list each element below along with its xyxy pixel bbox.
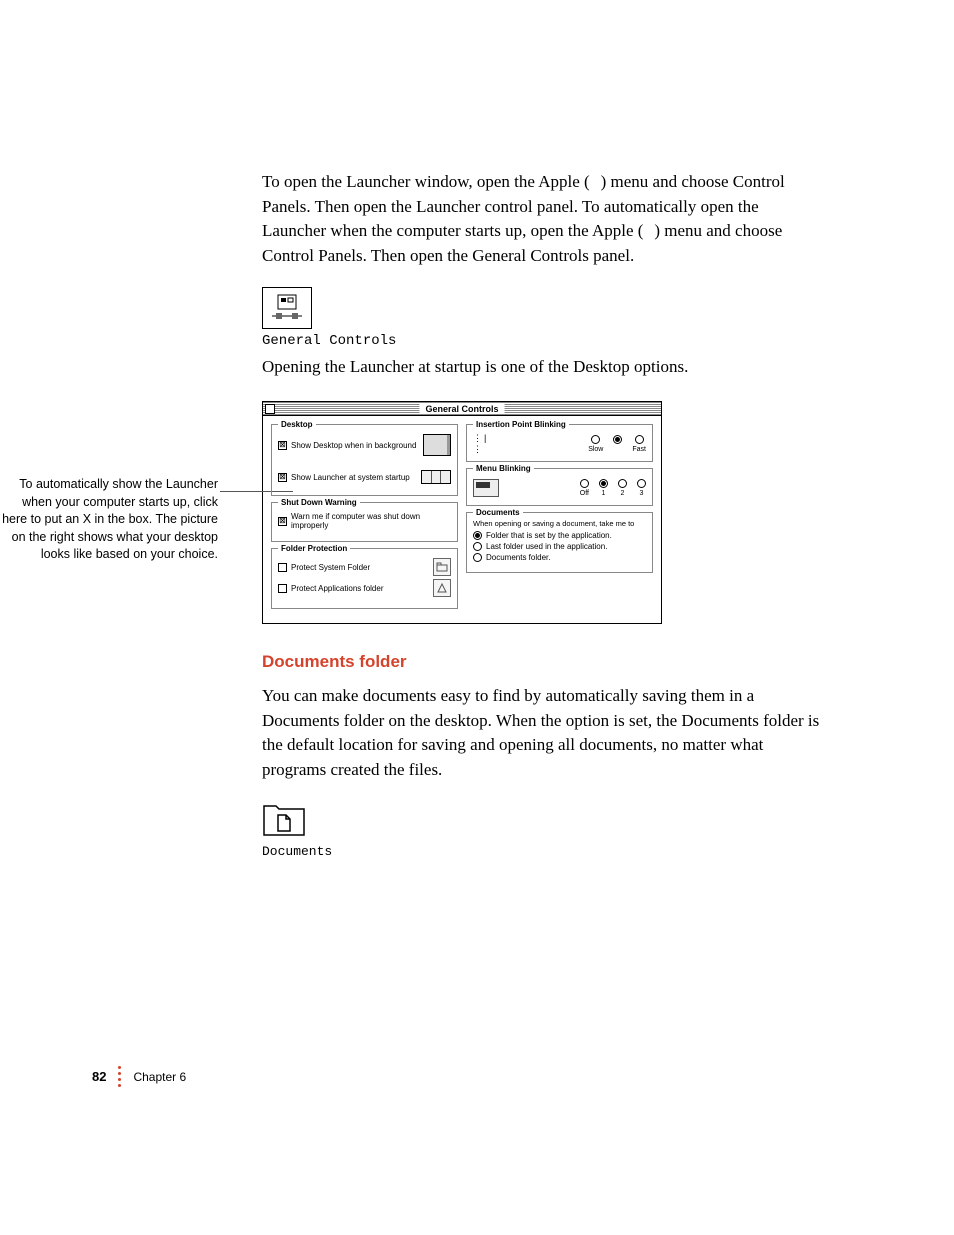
insertion-mid — [613, 435, 622, 453]
show-desktop-label: Show Desktop when in background — [291, 441, 416, 450]
insertion-fast: Fast — [632, 435, 646, 453]
protect-system-row: Protect System Folder — [278, 558, 451, 576]
insertion-mid-label — [617, 446, 619, 453]
general-controls-icon — [262, 287, 312, 329]
doc-opt3-row: Documents folder. — [473, 553, 646, 562]
panel-titlebar: General Controls — [263, 402, 661, 416]
insertion-radio-group: Slow Fast — [588, 435, 646, 453]
menu-3: 3 — [637, 479, 646, 497]
menu-off-radio[interactable] — [580, 479, 589, 488]
show-launcher-row: ⊠ Show Launcher at system startup — [278, 470, 451, 484]
menu-3-radio[interactable] — [637, 479, 646, 488]
blink-demo-icon: ⋮|⋮ — [473, 437, 495, 451]
menu-2-label: 2 — [621, 490, 625, 497]
chapter-label: Chapter 6 — [133, 1070, 186, 1084]
panel-title: General Controls — [419, 404, 504, 414]
documents-intro: When opening or saving a document, take … — [473, 519, 646, 528]
panel-wrapper: To automatically show the Launcher when … — [262, 401, 822, 624]
doc-opt3-label: Documents folder. — [486, 553, 550, 562]
doc-opt1-radio[interactable] — [473, 531, 482, 540]
documents-fieldset: Documents When opening or saving a docum… — [466, 512, 653, 573]
paragraph-1: To open the Launcher window, open the Ap… — [262, 170, 822, 269]
doc-opt1-row: Folder that is set by the application. — [473, 531, 646, 540]
folder-protection-legend: Folder Protection — [278, 544, 350, 553]
protect-system-checkbox[interactable] — [278, 563, 287, 572]
protect-apps-row: Protect Applications folder — [278, 579, 451, 597]
menu-blinking-row: Off 1 2 — [473, 479, 646, 497]
doc-opt1-label: Folder that is set by the application. — [486, 531, 612, 540]
desktop-fieldset: Desktop ⊠ Show Desktop when in backgroun… — [271, 424, 458, 496]
apps-folder-icon — [433, 579, 451, 597]
documents-folder-icon-block: Documents — [262, 801, 822, 859]
page-footer: 82 Chapter 6 — [92, 1066, 186, 1087]
apple-icon:  — [590, 174, 601, 194]
insertion-mid-radio[interactable] — [613, 435, 622, 444]
folder-protection-fieldset: Folder Protection Protect System Folder … — [271, 548, 458, 609]
documents-folder-heading: Documents folder — [262, 652, 822, 672]
insertion-row: ⋮|⋮ Slow — [473, 435, 646, 453]
menu-1-label: 1 — [602, 490, 606, 497]
close-box[interactable] — [265, 404, 275, 414]
show-launcher-label: Show Launcher at system startup — [291, 473, 410, 482]
documents-legend: Documents — [473, 508, 523, 517]
launcher-preview-icon — [421, 470, 451, 484]
main-content: To open the Launcher window, open the Ap… — [262, 170, 822, 859]
doc-opt2-radio[interactable] — [473, 542, 482, 551]
panel-left-column: Desktop ⊠ Show Desktop when in backgroun… — [271, 424, 458, 615]
desktop-legend: Desktop — [278, 420, 316, 429]
shutdown-warn-row: ⊠ Warn me if computer was shut down impr… — [278, 512, 451, 530]
apple-icon:  — [643, 223, 654, 243]
shutdown-legend: Shut Down Warning — [278, 498, 360, 507]
page-number: 82 — [92, 1069, 106, 1084]
protect-apps-checkbox[interactable] — [278, 584, 287, 593]
insertion-fieldset: Insertion Point Blinking ⋮|⋮ Slow — [466, 424, 653, 462]
menu-off: Off — [580, 479, 589, 497]
paragraph-2: Opening the Launcher at startup is one o… — [262, 355, 822, 380]
menu-2: 2 — [618, 479, 627, 497]
desktop-preview-icon — [423, 434, 451, 456]
general-controls-icon-label: General Controls — [262, 333, 822, 349]
system-folder-icon — [433, 558, 451, 576]
insertion-legend: Insertion Point Blinking — [473, 420, 569, 429]
general-controls-panel: General Controls Desktop ⊠ Show Desktop … — [262, 401, 662, 624]
menu-2-radio[interactable] — [618, 479, 627, 488]
doc-opt2-label: Last folder used in the application. — [486, 542, 607, 551]
documents-folder-label: Documents — [262, 844, 822, 859]
menu-off-label: Off — [580, 490, 589, 497]
show-desktop-row: ⊠ Show Desktop when in background — [278, 434, 451, 456]
menu-1-radio[interactable] — [599, 479, 608, 488]
shutdown-fieldset: Shut Down Warning ⊠ Warn me if computer … — [271, 502, 458, 542]
menu-demo-icon — [473, 479, 499, 497]
footer-dots-icon — [118, 1066, 121, 1087]
doc-opt2-row: Last folder used in the application. — [473, 542, 646, 551]
insertion-slow: Slow — [588, 435, 603, 453]
paragraph-3: You can make documents easy to find by a… — [262, 684, 822, 783]
protect-apps-label: Protect Applications folder — [291, 584, 384, 593]
insertion-slow-label: Slow — [588, 446, 603, 453]
doc-opt3-radio[interactable] — [473, 553, 482, 562]
general-controls-icon-block: General Controls — [262, 287, 822, 349]
shutdown-warn-label: Warn me if computer was shut down improp… — [291, 512, 451, 530]
folder-icon — [262, 801, 306, 837]
protect-system-label: Protect System Folder — [291, 563, 370, 572]
panel-body: Desktop ⊠ Show Desktop when in backgroun… — [263, 416, 661, 623]
show-launcher-checkbox[interactable]: ⊠ — [278, 473, 287, 482]
panel-right-column: Insertion Point Blinking ⋮|⋮ Slow — [466, 424, 653, 615]
insertion-slow-radio[interactable] — [591, 435, 600, 444]
margin-caption: To automatically show the Launcher when … — [0, 476, 218, 564]
paragraph-1a-text: To open the Launcher window, open the Ap… — [262, 172, 590, 191]
shutdown-warn-checkbox[interactable]: ⊠ — [278, 517, 287, 526]
insertion-fast-radio[interactable] — [635, 435, 644, 444]
menu-blinking-legend: Menu Blinking — [473, 464, 534, 473]
menu-blinking-radio-group: Off 1 2 — [580, 479, 646, 497]
insertion-fast-label: Fast — [632, 446, 646, 453]
menu-1: 1 — [599, 479, 608, 497]
menu-3-label: 3 — [640, 490, 644, 497]
show-desktop-checkbox[interactable]: ⊠ — [278, 441, 287, 450]
menu-blinking-fieldset: Menu Blinking Off 1 — [466, 468, 653, 506]
